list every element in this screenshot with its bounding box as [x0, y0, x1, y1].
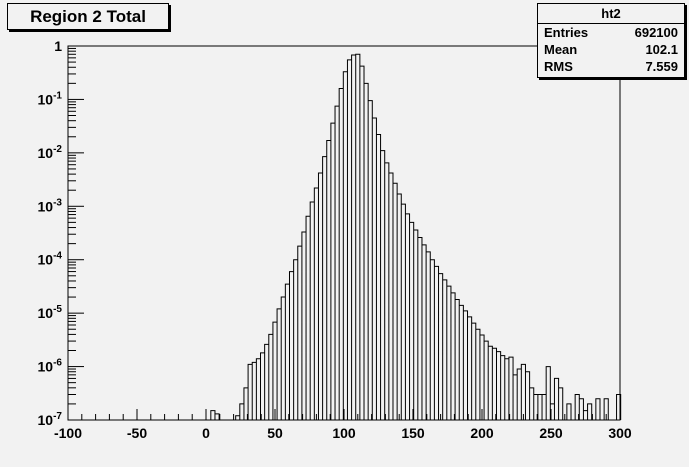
stats-name: ht2	[538, 4, 684, 24]
stats-row-entries: Entries 692100	[538, 24, 684, 41]
y-tick-label: 10-4	[38, 251, 63, 268]
x-tick-label: 0	[202, 425, 210, 441]
stats-value: 692100	[634, 25, 678, 40]
stats-label: Mean	[544, 42, 578, 57]
plot-frame	[67, 45, 621, 421]
axis-ticks	[67, 45, 621, 421]
stats-row-rms: RMS 7.559	[538, 58, 684, 75]
x-tick-label: 200	[470, 425, 494, 441]
y-tick-label: 10-3	[38, 197, 63, 214]
chart-title: Region 2 Total	[7, 3, 169, 30]
stats-value: 7.559	[645, 59, 678, 74]
x-tick-label: -100	[54, 425, 82, 441]
x-tick-label: 300	[608, 425, 632, 441]
y-tick-label: 1	[54, 38, 62, 54]
y-tick-label: 10-6	[38, 358, 63, 375]
y-tick-label: 10-5	[38, 304, 63, 321]
x-tick-label: 50	[267, 425, 283, 441]
histogram-outline	[210, 53, 622, 421]
stats-label: RMS	[544, 59, 573, 74]
y-tick-label: 10-1	[38, 90, 63, 107]
axis-labels: -100 -50 0 50 100 150 200 250 300 10-7 10-6 10-5 10-…	[38, 38, 632, 441]
stats-label: Entries	[544, 25, 589, 40]
y-tick-label: 10-7	[38, 411, 63, 428]
x-tick-label: 100	[332, 425, 356, 441]
x-tick-label: 250	[539, 425, 563, 441]
x-tick-label: -50	[127, 425, 147, 441]
y-tick-label: 10-2	[38, 144, 63, 161]
stats-row-mean: Mean 102.1	[538, 41, 684, 58]
stats-box: ht2 Entries 692100 Mean 102.1 RMS 7.559	[537, 3, 685, 78]
x-tick-label: 150	[401, 425, 425, 441]
stats-value: 102.1	[645, 42, 678, 57]
chart-title-text: Region 2 Total	[30, 7, 146, 26]
